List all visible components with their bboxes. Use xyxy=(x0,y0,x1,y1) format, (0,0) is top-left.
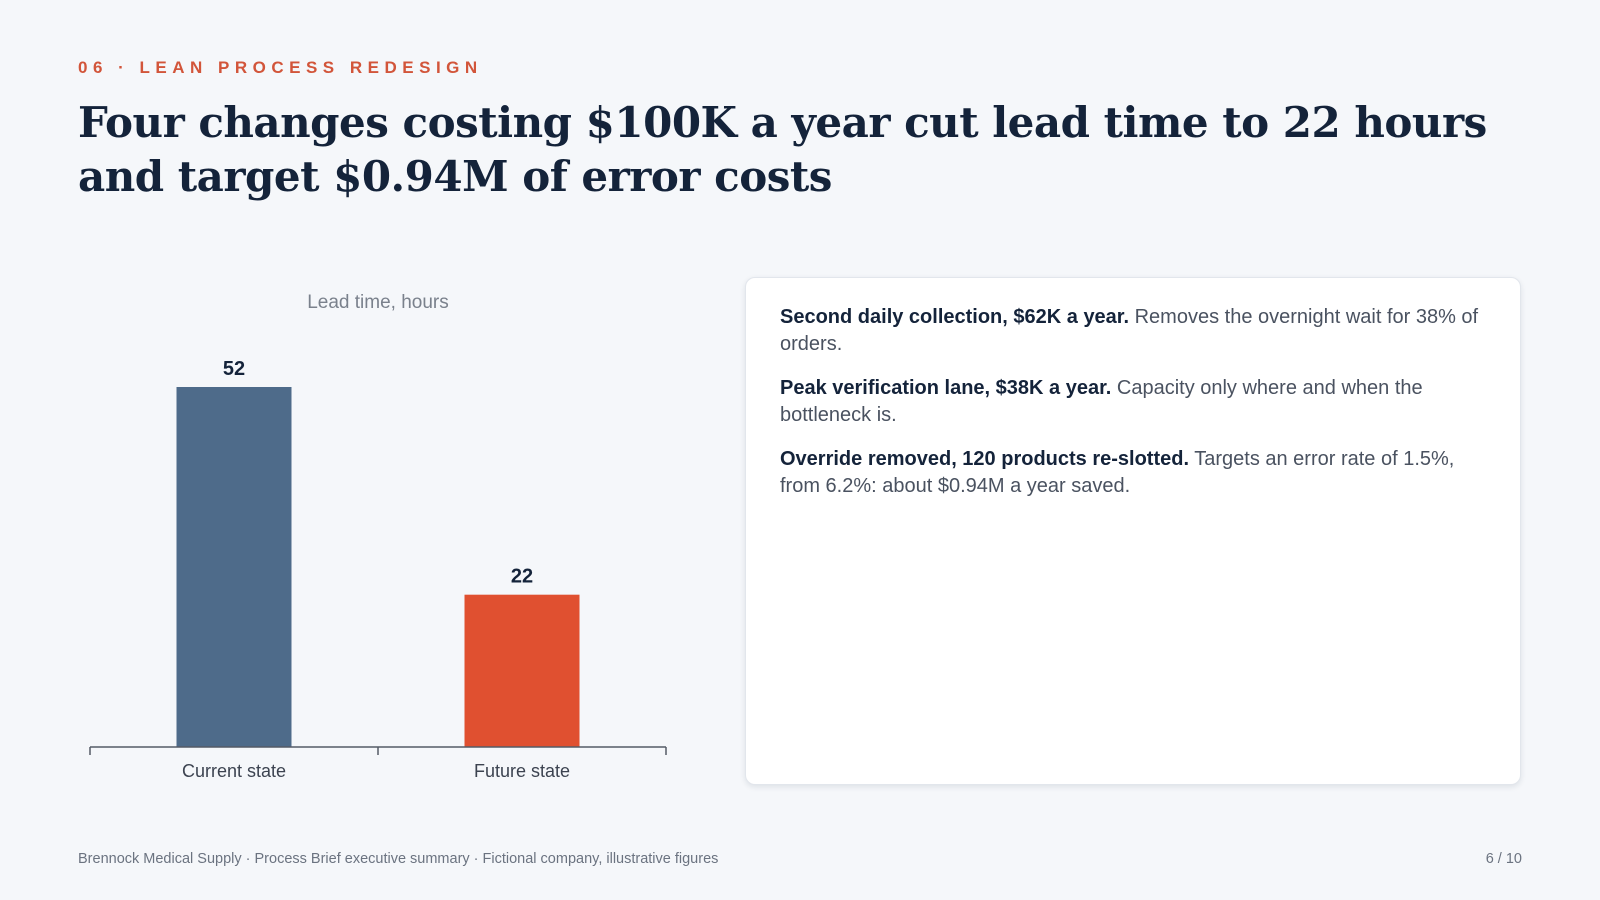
change-point-3-lead: Override removed, 120 products re-slotte… xyxy=(780,448,1190,470)
change-point-2: Peak verification lane, $38K a year. Cap… xyxy=(780,375,1484,429)
chart-svg: Lead time, hours 52 Current state 22 Future … xyxy=(89,292,667,781)
page-number: 6 / 10 xyxy=(1485,851,1522,867)
category-label: Current state xyxy=(182,761,286,781)
change-point-2-lead: Peak verification lane, $38K a year. xyxy=(780,377,1112,399)
section-eyebrow: 06 · LEAN PROCESS REDESIGN xyxy=(78,58,483,77)
changes-card: Second daily collection, $62K a year. Re… xyxy=(745,277,1521,785)
change-point-1-body: Removes the overnight wait for 38% of or… xyxy=(780,306,1479,355)
change-point-1-lead: Second daily collection, $62K a year. xyxy=(780,306,1130,328)
category-label: Future state xyxy=(474,761,570,781)
bar-current-state xyxy=(176,387,292,747)
change-point-3-body: Targets an error rate of 1.5%, from 6.2%… xyxy=(780,448,1455,497)
change-point-2-body: Capacity only where and when the bottlen… xyxy=(780,377,1423,426)
data-label: 22 xyxy=(511,566,533,588)
chart-title: Lead time, hours xyxy=(307,292,449,313)
lead-time-chart: Lead time, hours 52 Current state 22 Future … xyxy=(78,275,678,795)
change-point-1: Second daily collection, $62K a year. Re… xyxy=(780,304,1484,358)
data-label: 52 xyxy=(223,358,245,380)
footer-source: Brennock Medical Supply · Process Brief … xyxy=(78,851,719,867)
bar-future-state xyxy=(464,594,580,747)
slide-title: Four changes costing $100K a year cut le… xyxy=(78,98,1487,201)
change-point-3: Override removed, 120 products re-slotte… xyxy=(780,446,1484,500)
